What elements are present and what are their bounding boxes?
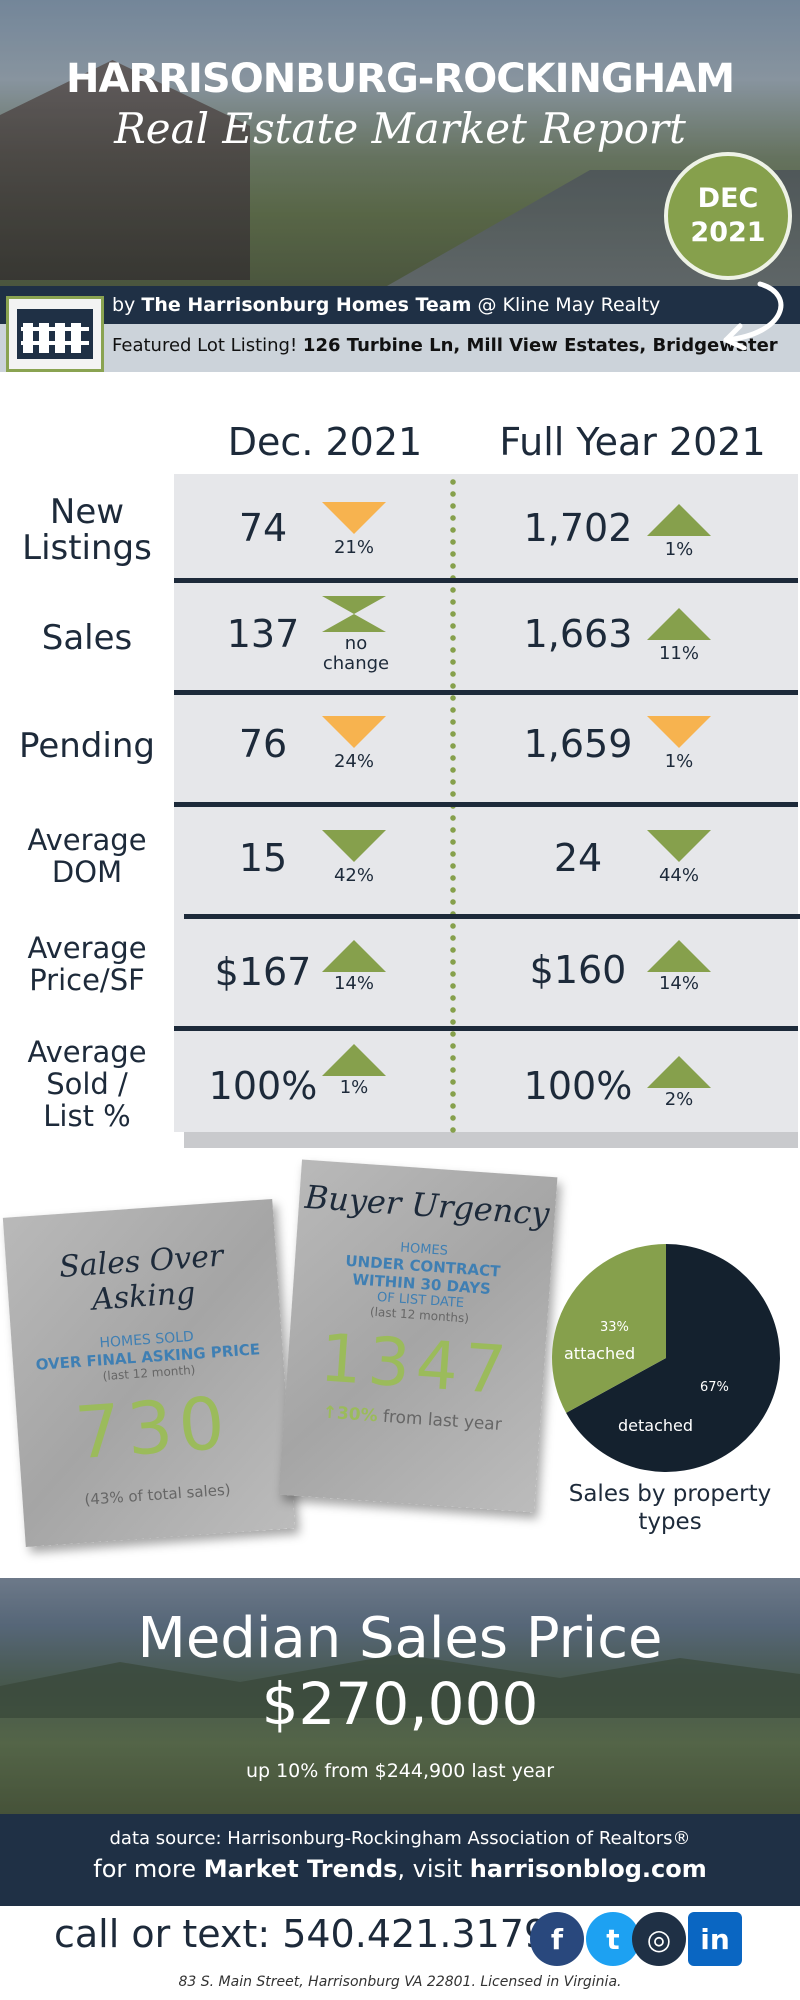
down-arrow-icon bbox=[322, 502, 386, 534]
badge-year: 2021 bbox=[690, 217, 766, 248]
down-arrow-icon bbox=[322, 716, 386, 748]
row-label-sold-list: Average Sold / List % bbox=[27, 1035, 147, 1133]
up-arrow-icon bbox=[322, 940, 386, 972]
featured-listing[interactable]: Featured Lot Listing! 126 Turbine Ln, Mi… bbox=[0, 324, 800, 372]
month-value: 76 bbox=[238, 722, 288, 766]
year-value: 24 bbox=[553, 836, 603, 880]
month-value: 15 bbox=[238, 836, 288, 880]
up-arrow-icon bbox=[322, 1044, 386, 1076]
phone-number[interactable]: call or text: 540.421.3179 bbox=[54, 1912, 549, 1956]
team-logo bbox=[6, 296, 104, 372]
year-value: 100% bbox=[523, 1064, 633, 1108]
twitter-icon[interactable]: t bbox=[586, 1912, 640, 1966]
column-header-month: Dec. 2021 bbox=[227, 420, 423, 464]
year-value: $160 bbox=[529, 948, 627, 992]
up-arrow-icon bbox=[647, 504, 711, 536]
column-header-year: Full Year 2021 bbox=[499, 420, 766, 464]
buyer-urgency-card: Buyer Urgency HOMES UNDER CONTRACT WITHI… bbox=[278, 1159, 558, 1513]
office-address: 83 S. Main Street, Harrisonburg VA 22801… bbox=[178, 1974, 622, 1990]
facebook-icon[interactable]: f bbox=[530, 1912, 584, 1966]
up-arrow-icon bbox=[647, 1056, 711, 1088]
year-value: 1,663 bbox=[523, 612, 633, 656]
median-banner bbox=[0, 1578, 800, 1814]
date-badge: DEC 2021 bbox=[664, 152, 792, 280]
down-arrow-icon bbox=[647, 830, 711, 862]
website-link[interactable]: harrisonblog.com bbox=[469, 1855, 707, 1883]
year-value: 1,659 bbox=[523, 722, 633, 766]
team-name: The Harrisonburg Homes Team bbox=[141, 294, 472, 316]
month-value: $167 bbox=[214, 950, 312, 994]
month-change: 42% bbox=[333, 865, 374, 886]
month-change: 21% bbox=[333, 537, 374, 558]
buyer-urgency-value: 1347 bbox=[317, 1319, 515, 1410]
month-change: 1% bbox=[339, 1077, 369, 1098]
featured-address: 126 Turbine Ln, Mill View Estates, Bridg… bbox=[302, 335, 778, 356]
median-title: Median Sales Price bbox=[137, 1606, 663, 1671]
pie-slice-attached bbox=[552, 1244, 666, 1413]
row-label-new-listings: New Listings bbox=[22, 492, 152, 568]
hero-banner bbox=[0, 0, 800, 286]
row-label-pending: Pending bbox=[19, 726, 155, 766]
median-value: $270,000 bbox=[261, 1670, 539, 1738]
report-title: HARRISONBURG-ROCKINGHAM bbox=[66, 56, 735, 102]
row-label-sales: Sales bbox=[41, 618, 133, 658]
instagram-icon[interactable]: ◎ bbox=[632, 1912, 686, 1966]
pie-pct-detached: 67% bbox=[700, 1380, 729, 1395]
pie-chart-title: Sales by property types bbox=[568, 1481, 772, 1535]
data-source: data source: Harrisonburg-Rockingham Ass… bbox=[109, 1828, 691, 1849]
down-arrow-icon bbox=[647, 716, 711, 748]
month-change: 24% bbox=[333, 751, 374, 772]
byline: by The Harrisonburg Homes Team @ Kline M… bbox=[0, 286, 800, 324]
up-arrow-icon: ↑ bbox=[322, 1402, 338, 1424]
footer-band: data source: Harrisonburg-Rockingham Ass… bbox=[0, 1814, 800, 1906]
month-value: 137 bbox=[226, 612, 300, 656]
row-label-average-dom: Average DOM bbox=[27, 823, 147, 889]
row-label-average-price-sf: Average Price/SF bbox=[27, 931, 147, 997]
linkedin-icon[interactable]: in bbox=[688, 1912, 742, 1966]
year-change: 11% bbox=[658, 643, 699, 664]
year-change: 44% bbox=[658, 865, 699, 886]
property-type-pie-chart bbox=[552, 1244, 780, 1472]
pie-slice-detached bbox=[566, 1244, 780, 1472]
year-change: 1% bbox=[664, 751, 694, 772]
pie-pct-attached: 33% bbox=[600, 1320, 629, 1335]
year-value: 1,702 bbox=[523, 506, 633, 550]
month-change: 14% bbox=[333, 973, 374, 994]
month-value: 100% bbox=[208, 1064, 318, 1108]
market-trends-link[interactable]: for more Market Trends, visit harrisonbl… bbox=[93, 1855, 707, 1883]
pie-label-detached: detached bbox=[618, 1416, 694, 1435]
no-change-icon bbox=[322, 596, 386, 632]
down-arrow-icon bbox=[322, 830, 386, 862]
median-note: up 10% from $244,900 last year bbox=[245, 1760, 555, 1782]
up-arrow-icon bbox=[647, 940, 711, 972]
report-subtitle: Real Estate Market Report bbox=[114, 104, 686, 153]
sales-over-asking-card: Sales Over Asking HOMES SOLD OVER FINAL … bbox=[2, 1198, 296, 1548]
year-change: 14% bbox=[658, 973, 699, 994]
month-value: 74 bbox=[238, 506, 288, 550]
sales-over-asking-value: 730 bbox=[72, 1380, 234, 1476]
up-arrow-icon bbox=[647, 608, 711, 640]
pie-label-attached: attached bbox=[564, 1344, 636, 1363]
fence-icon bbox=[17, 309, 93, 359]
year-change: 1% bbox=[664, 539, 694, 560]
curved-arrow-icon bbox=[723, 281, 784, 350]
month-change: no change bbox=[322, 633, 390, 674]
year-change: 2% bbox=[664, 1089, 694, 1110]
badge-month: DEC bbox=[697, 183, 759, 214]
